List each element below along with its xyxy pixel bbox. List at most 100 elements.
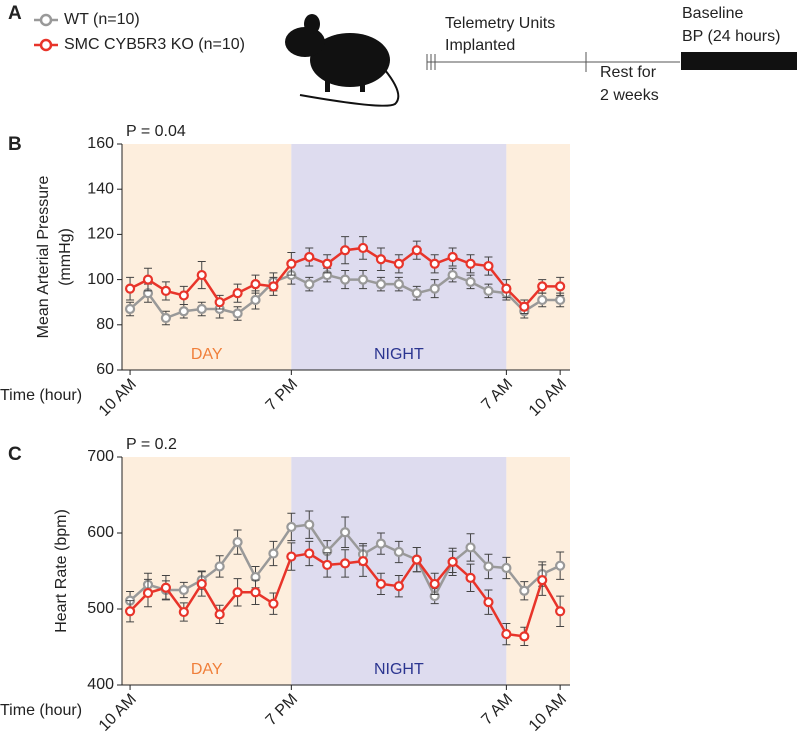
- data-point: [465, 542, 476, 553]
- y-tick-label: 140: [87, 180, 114, 197]
- data-point: [268, 598, 279, 609]
- data-point: [178, 290, 189, 301]
- data-point: [393, 258, 404, 269]
- data-point: [447, 269, 458, 281]
- data-point: [304, 548, 315, 559]
- data-point: [268, 281, 279, 292]
- x-tick-label: 7 PM: [263, 691, 301, 729]
- y-tick-label: 160: [87, 135, 114, 152]
- data-point: [483, 285, 494, 296]
- data-point: [340, 527, 351, 538]
- data-point: [268, 548, 279, 559]
- timeline: [426, 52, 797, 72]
- data-point: [286, 551, 297, 562]
- panel-label: C: [8, 444, 22, 465]
- region-shading: [122, 457, 292, 685]
- data-point: [160, 582, 172, 593]
- y-axis-label: Heart Rate (bpm): [53, 509, 70, 633]
- data-point: [178, 606, 189, 618]
- data-point: [322, 559, 333, 571]
- data-point: [196, 269, 207, 281]
- data-point: [160, 312, 172, 324]
- data-point: [519, 301, 530, 312]
- y-tick-label: 80: [96, 316, 114, 333]
- y-axis-label: (mmHg): [57, 228, 74, 286]
- data-point: [447, 556, 458, 567]
- timeline-text: Telemetry Units: [445, 15, 555, 32]
- data-point: [196, 578, 207, 590]
- data-point: [393, 546, 404, 558]
- data-point: [340, 245, 351, 256]
- data-point: [142, 274, 154, 285]
- region-shading: [506, 144, 570, 370]
- data-point: [465, 572, 476, 583]
- data-point: [483, 597, 494, 608]
- data-point: [304, 251, 315, 263]
- annotation: P = 0.04: [126, 123, 186, 140]
- data-point: [501, 283, 512, 294]
- panel-label: B: [8, 134, 22, 155]
- y-tick-label: 60: [96, 361, 114, 378]
- region-label: DAY: [191, 661, 223, 678]
- timeline-text: 2 weeks: [600, 87, 659, 104]
- region-label: DAY: [191, 346, 223, 363]
- data-point: [465, 258, 476, 269]
- region-shading: [122, 144, 292, 370]
- y-axis-label: Mean Arterial Pressure: [35, 176, 52, 339]
- y-tick-label: 120: [87, 226, 114, 243]
- data-point: [232, 288, 243, 299]
- data-point: [357, 274, 369, 285]
- data-point: [411, 554, 422, 565]
- region-label: NIGHT: [374, 346, 424, 363]
- data-point: [465, 276, 476, 287]
- data-point: [250, 294, 261, 306]
- data-point: [393, 279, 404, 290]
- data-point: [178, 584, 189, 596]
- data-point: [340, 274, 351, 285]
- data-point: [124, 283, 136, 294]
- data-point: [214, 297, 225, 308]
- data-point: [286, 258, 297, 269]
- data-point: [519, 631, 530, 642]
- y-tick-label: 700: [87, 448, 114, 465]
- data-point: [178, 306, 189, 317]
- timeline-text: Rest for: [600, 64, 657, 81]
- data-point: [375, 578, 387, 590]
- x-tick-label: 7 AM: [478, 691, 516, 729]
- data-point: [537, 281, 548, 292]
- mouse-icon: [285, 14, 400, 107]
- data-point: [429, 578, 440, 590]
- y-tick-label: 100: [87, 271, 114, 288]
- data-point: [483, 561, 494, 572]
- x-axis-label: Time (hour): [0, 702, 82, 719]
- data-point: [250, 279, 261, 290]
- data-point: [519, 585, 530, 596]
- data-point: [357, 242, 369, 254]
- y-tick-label: 400: [87, 676, 114, 693]
- data-point: [304, 519, 315, 530]
- data-point: [393, 581, 404, 592]
- y-tick-label: 500: [87, 600, 114, 617]
- data-point: [483, 260, 494, 272]
- data-point: [322, 258, 333, 269]
- data-point: [142, 587, 154, 599]
- region-label: NIGHT: [374, 661, 424, 678]
- legend-marker: [39, 38, 53, 52]
- x-tick-label: 10 AM: [526, 376, 570, 420]
- y-tick-label: 600: [87, 524, 114, 541]
- x-tick-label: 10 AM: [96, 691, 140, 735]
- data-point: [375, 279, 387, 290]
- data-point: [340, 558, 351, 569]
- data-point: [232, 308, 243, 319]
- x-tick-label: 10 AM: [526, 691, 570, 735]
- data-point: [124, 303, 136, 315]
- data-point: [196, 303, 207, 315]
- data-point: [429, 283, 440, 294]
- data-point: [411, 288, 422, 299]
- data-point: [501, 562, 512, 574]
- data-point: [537, 575, 548, 586]
- data-point: [537, 294, 548, 306]
- data-point: [304, 279, 315, 290]
- data-point: [232, 537, 243, 548]
